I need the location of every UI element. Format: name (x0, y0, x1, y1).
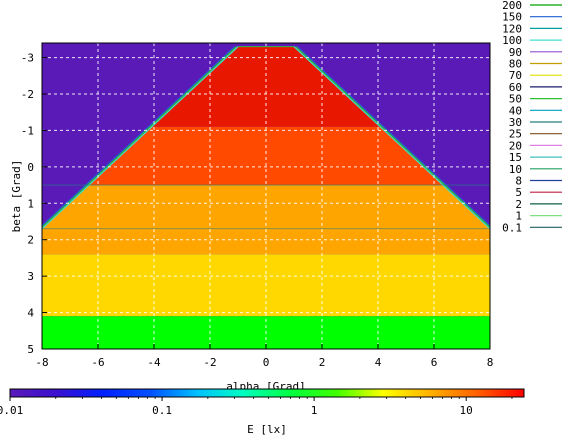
legend-label: 20 (509, 139, 522, 152)
colorbar-ticks: 0.01 0.1 1 10 (0, 397, 513, 417)
legend-label: 25 (509, 128, 522, 141)
contour-lines (42, 46, 490, 230)
y-tick-label: 5 (27, 343, 34, 356)
y-tick-label: 4 (27, 307, 34, 320)
heatmap-regions (42, 46, 490, 349)
colorbar-tick-label: 10 (460, 404, 473, 417)
legend-label: 50 (509, 93, 522, 106)
legend-label: 90 (509, 46, 522, 59)
legend-label: 8 (515, 175, 522, 188)
legend-label: 200 (502, 0, 522, 12)
x-tick-label: -8 (35, 356, 48, 369)
x-axis-ticks: -8 -6 -4 -2 0 2 4 6 8 (35, 344, 493, 369)
y-axis-label: beta [Grad] (10, 160, 23, 233)
x-tick-label: -4 (147, 356, 161, 369)
legend-label: 0.1 (502, 221, 522, 234)
legend-label: 70 (509, 69, 522, 82)
y-tick-label: 2 (27, 234, 34, 247)
legend-label: 60 (509, 81, 522, 94)
legend-label: 5 (515, 186, 522, 199)
y-tick-label: -1 (21, 124, 34, 137)
legend-label: 30 (509, 116, 522, 129)
grid-lines (42, 43, 490, 349)
legend-label: 2 (515, 198, 522, 211)
colorbar (9, 388, 525, 398)
legend-label: 100 (502, 34, 522, 47)
contour-edge-left (42, 46, 237, 229)
contour-legend: 200150120100908070605040302520151085210.… (502, 0, 562, 234)
legend-label: 150 (502, 11, 522, 24)
colorbar-tick-label: 1 (311, 404, 318, 417)
x-tick-label: -6 (91, 356, 104, 369)
contour-edge-right (296, 46, 490, 227)
legend-label: 10 (509, 163, 522, 176)
colorbar-tick-label: 0.1 (152, 404, 172, 417)
contour-edge-right (295, 46, 490, 229)
colorbar-label: E [lx] (247, 423, 287, 436)
y-tick-label: -3 (21, 52, 34, 65)
x-tick-label: 0 (263, 356, 270, 369)
legend-label: 40 (509, 104, 522, 117)
colorbar-tick-label: 0.01 (0, 404, 23, 417)
x-tick-label: -2 (203, 356, 216, 369)
contour-edge-left (42, 46, 239, 230)
contour-edge-right (293, 46, 490, 230)
x-tick-label: 2 (319, 356, 326, 369)
y-tick-label: 0 (27, 161, 34, 174)
x-tick-label: 8 (487, 356, 494, 369)
x-tick-label: 6 (431, 356, 438, 369)
x-tick-label: 4 (375, 356, 382, 369)
legend-label: 15 (509, 151, 522, 164)
y-tick-label: 1 (27, 197, 34, 210)
y-tick-label: -2 (21, 88, 34, 101)
y-axis-ticks: -3 -2 -1 0 1 2 3 4 5 (21, 52, 47, 356)
y-tick-label: 3 (27, 270, 34, 283)
legend-label: 1 (515, 210, 522, 223)
legend-label: 120 (502, 22, 522, 35)
contour-edge-left (42, 46, 236, 227)
region-band-15 (89, 126, 443, 186)
legend-label: 80 (509, 58, 522, 71)
